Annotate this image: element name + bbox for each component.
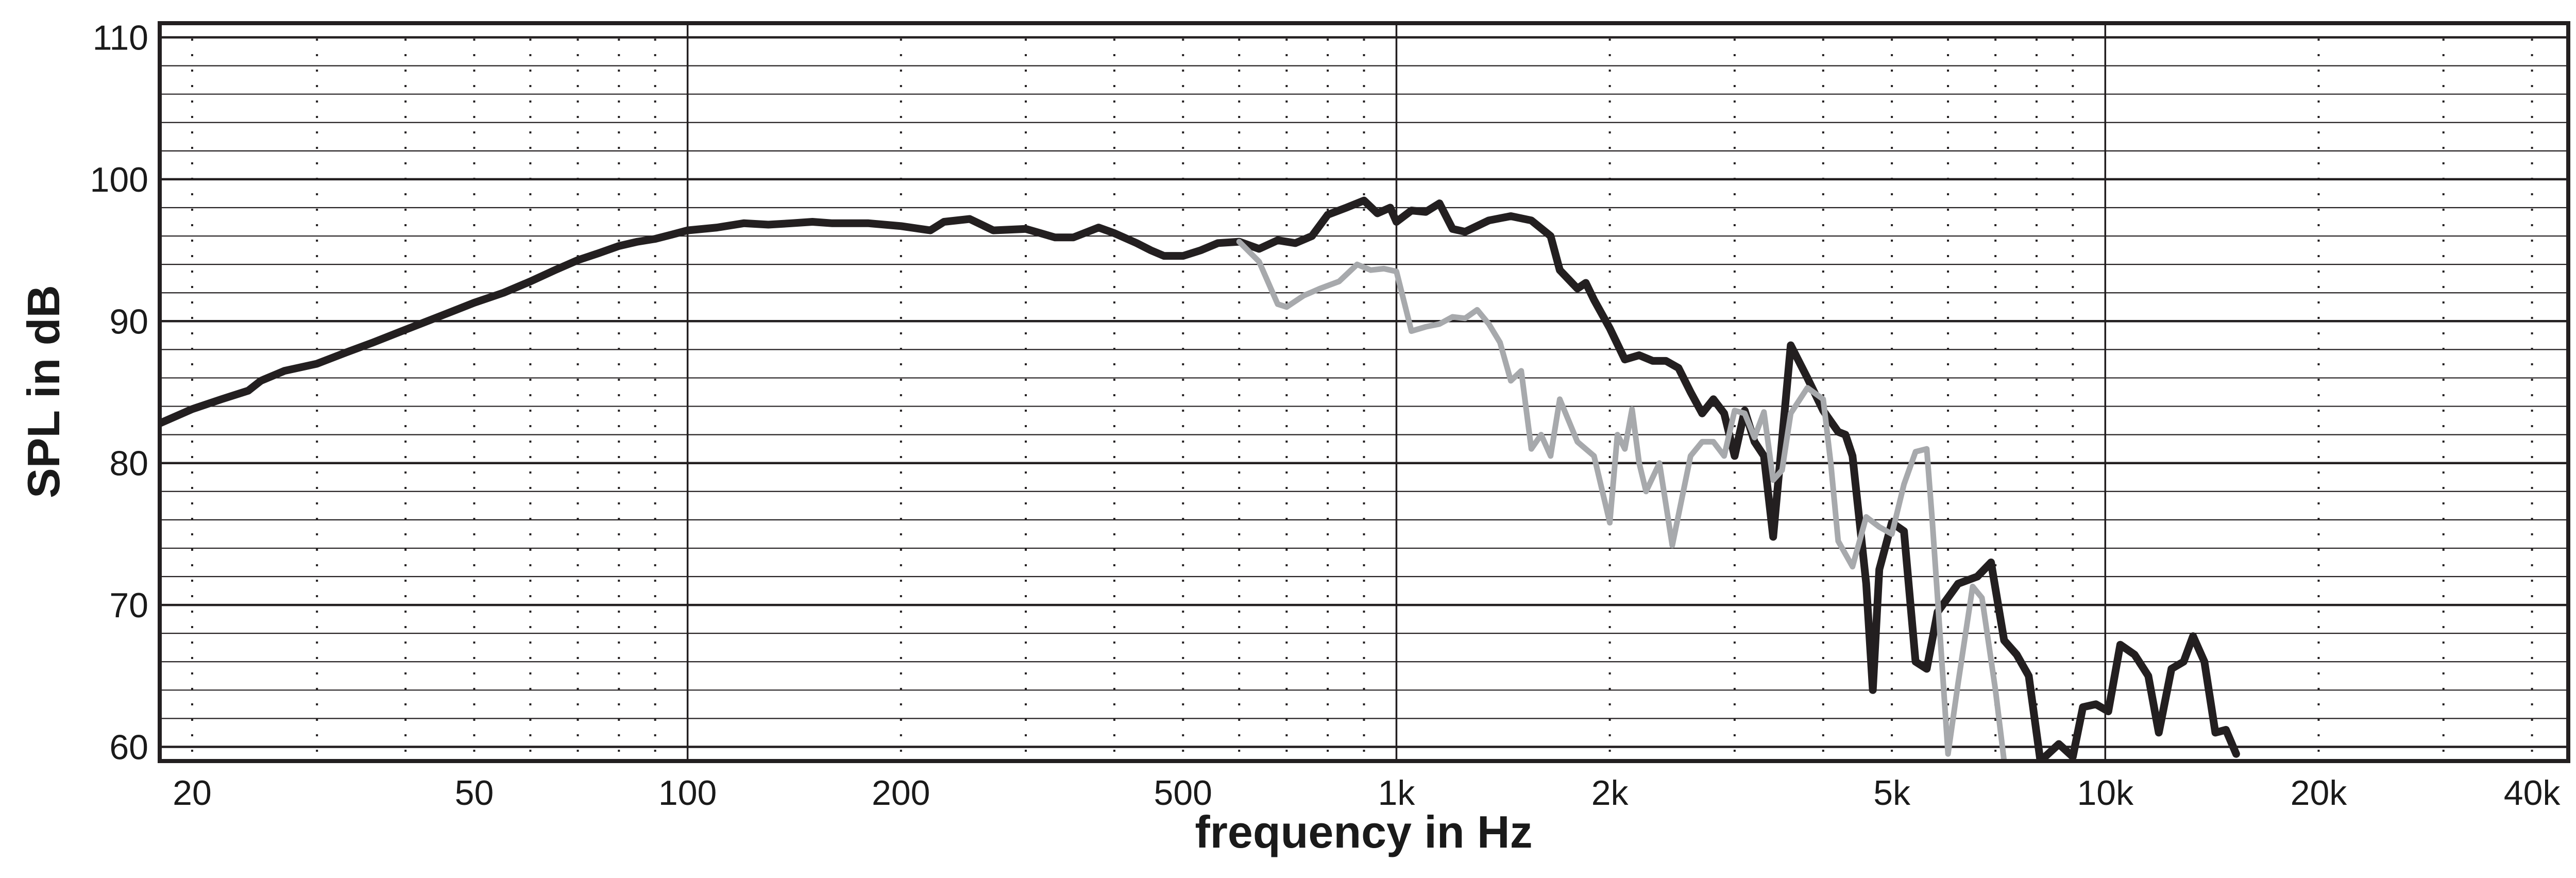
x-tick-label: 100 [658, 773, 717, 813]
x-axis-title: frequency in Hz [1195, 806, 1532, 857]
x-tick-label: 40k [2504, 773, 2561, 813]
plot-frame [158, 21, 2570, 763]
x-tick-label: 500 [1154, 773, 1212, 813]
y-tick-label: 90 [109, 302, 148, 341]
y-tick-label: 110 [93, 19, 148, 58]
x-tick-label: 50 [455, 773, 494, 813]
x-tick-label: 10k [2077, 773, 2134, 813]
y-tick-label: 70 [109, 586, 148, 625]
y-tick-label: 80 [109, 444, 148, 483]
x-axis-tick-labels: 20 50 100 200 500 1k 2k 5k 10k 20k 40k [173, 773, 2561, 813]
x-tick-label: 1k [1378, 773, 1416, 813]
y-tick-label: 100 [90, 160, 148, 199]
x-tick-label: 20 [173, 773, 212, 813]
x-tick-label: 20k [2291, 773, 2348, 813]
x-tick-label: 2k [1591, 773, 1629, 813]
plot-background [160, 23, 2568, 761]
series-layer [160, 196, 2240, 761]
y-axis-title: SPL in dB [18, 285, 69, 498]
series-line-2 [1236, 239, 2007, 761]
plot-area [158, 21, 2570, 763]
y-tick-label: 60 [109, 728, 148, 767]
x-tick-label: 5k [1873, 773, 1911, 813]
series-line-1 [160, 196, 2240, 761]
y-axis-tick-labels: 60 70 80 90 100 110 [90, 19, 148, 767]
x-tick-label: 200 [872, 773, 930, 813]
